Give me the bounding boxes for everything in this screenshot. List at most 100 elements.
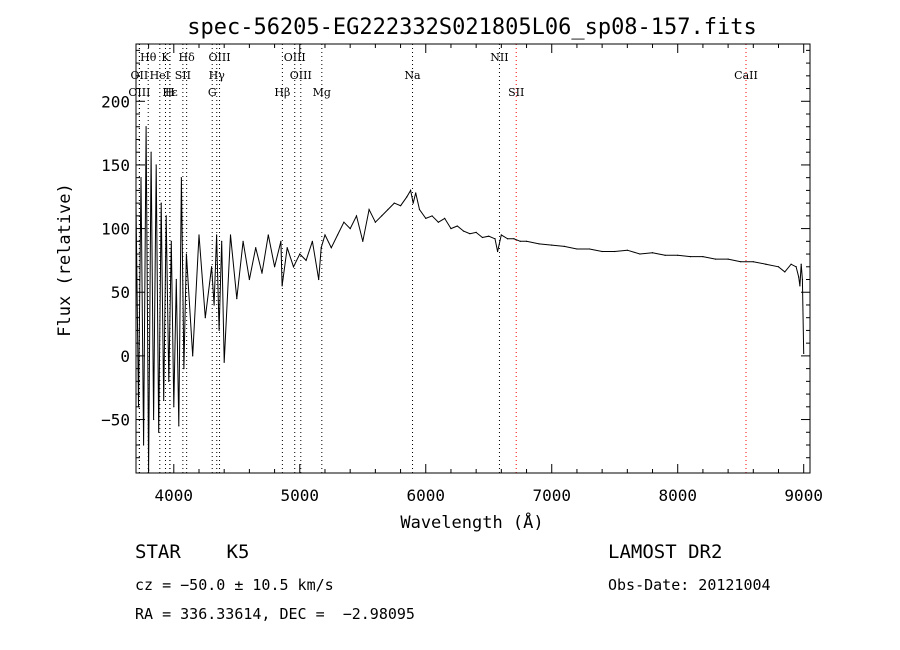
spectrum-point (664, 254, 666, 256)
spectrum-point (160, 202, 162, 204)
spectrum-point (299, 253, 301, 255)
x-axis: 4000 5000 6000 7000 8000 9000 (148, 44, 823, 505)
spectrum-point (381, 215, 383, 217)
x-tick-label: 6000 (406, 486, 445, 505)
spectrum-point (462, 230, 465, 232)
y-tick-label: 150 (101, 156, 130, 175)
spectrum-point (519, 240, 521, 242)
spectrum-point (255, 247, 257, 249)
spectrum-point (218, 329, 220, 332)
spectrum-point (551, 244, 553, 246)
spectrum-point (799, 285, 801, 287)
spectrum-point (305, 259, 307, 262)
spectrum-point (204, 317, 206, 319)
spectrum-point (406, 196, 408, 198)
spectrum-point (178, 425, 180, 427)
spectrum-point (175, 278, 177, 281)
spectrum-point (267, 234, 269, 236)
spectrum-point (677, 254, 679, 256)
spectrum-point (412, 202, 414, 204)
plot-frame (135, 43, 811, 474)
spectrum-point (198, 234, 200, 236)
spectrum-point (286, 247, 288, 249)
spectrum-point (142, 444, 145, 446)
spectrum-point (803, 352, 805, 354)
x-axis-label: Wavelength (Å) (400, 511, 543, 533)
spectrum-point (689, 255, 691, 258)
spectrum-point (507, 238, 509, 240)
spectrum-point (368, 208, 370, 211)
spectrum-point (415, 192, 417, 194)
spectrum-point (221, 240, 223, 242)
line-marker-label: H (165, 86, 175, 99)
spectrum-point (163, 399, 165, 402)
y-tick-label: 200 (101, 92, 130, 111)
spectrum-point (183, 368, 185, 370)
spectrum-point (330, 247, 332, 249)
y-tick-label: 0 (120, 347, 130, 366)
y-axis-label: Flux (relative) (55, 183, 75, 337)
spectrum-point (538, 243, 540, 245)
x-tick-label: 5000 (281, 486, 320, 505)
spectrum-point (702, 255, 704, 258)
spectrum-point (456, 225, 458, 227)
spectrum-point (790, 263, 792, 265)
line-marker-label: Hγ (209, 69, 226, 82)
spectrum-point (626, 249, 628, 251)
spectrum-point (444, 217, 446, 220)
spectrum-point (777, 266, 780, 268)
spectrum-point (513, 238, 515, 240)
spectrum-point (494, 238, 496, 240)
spectrum-point (418, 208, 421, 211)
spectrum-point (170, 240, 172, 242)
coordinates-text: RA = 336.33614, DEC = −2.98095 (135, 605, 415, 623)
line-marker-label: Na (404, 69, 421, 82)
x-tick-label: 9000 (784, 486, 823, 505)
spectrum-point (165, 215, 167, 217)
spectrum-point (242, 240, 244, 242)
line-marker-label: SII (175, 69, 191, 82)
spectrum-point (431, 215, 433, 217)
spectrum-point (349, 227, 351, 230)
spectrum-point (292, 266, 295, 268)
spectrum-point (475, 231, 477, 234)
spectrum-point (437, 221, 439, 223)
spectrum-point (261, 272, 263, 274)
y-tick-label: 50 (111, 283, 130, 302)
spectrum-point (525, 240, 528, 242)
spectrum-point (153, 418, 155, 421)
spectrum-point (614, 250, 616, 253)
spectrum-point (784, 271, 786, 273)
spectrum-point (714, 258, 717, 260)
line-marker-label: Mg (313, 86, 331, 99)
spectrum-point (318, 278, 320, 281)
spectrum-point (639, 253, 641, 255)
spectrum-point (216, 234, 218, 236)
line-marker-label: K (161, 51, 170, 64)
spectrum-point (213, 304, 215, 306)
spectrum-point (150, 151, 152, 153)
spectrum-point (158, 431, 160, 433)
spectrum-point (336, 234, 339, 236)
spectrum-point (140, 177, 142, 179)
line-marker-label: OIII (128, 86, 150, 99)
spectrum-point (223, 361, 225, 363)
spectrum-point (324, 234, 326, 236)
spectrum-point (173, 406, 175, 408)
line-marker-label: HeI (150, 69, 170, 82)
y-tick-label: −50 (101, 411, 130, 430)
line-marker-label: G (208, 86, 217, 99)
obs-date-text: Obs-Date: 20121004 (608, 576, 771, 594)
spectrum-point (752, 261, 754, 263)
spectrum-point (740, 261, 742, 263)
spectrum-point (601, 250, 603, 253)
line-marker-label: Hθ (140, 51, 157, 64)
spectrum-point (500, 234, 502, 236)
line-marker-label: Hδ (179, 51, 196, 64)
line-marker-label: OIII (208, 51, 230, 64)
spectrum-point (651, 252, 654, 254)
spectrum-point (281, 285, 283, 287)
line-marker-label: CaII (734, 69, 758, 82)
spectrum-point (273, 266, 276, 268)
spectrum-point (798, 276, 800, 278)
